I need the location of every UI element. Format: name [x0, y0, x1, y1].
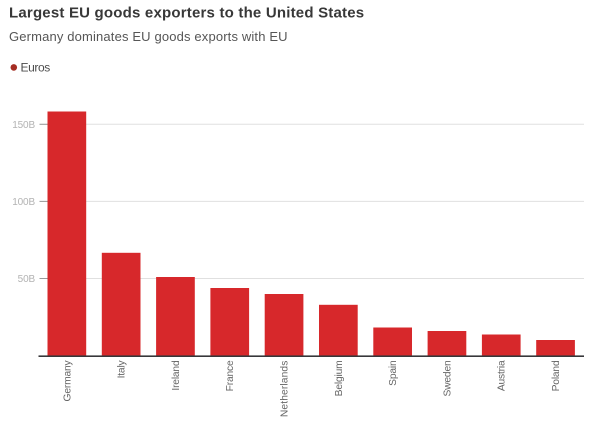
svg-text:Poland: Poland [551, 360, 562, 391]
svg-text:Austria: Austria [497, 360, 508, 391]
svg-text:Belgium: Belgium [334, 361, 345, 397]
svg-text:Netherlands: Netherlands [280, 361, 291, 418]
svg-text:Largest EU goods exporters to: Largest EU goods exporters to the United… [9, 5, 364, 22]
svg-text:150B: 150B [12, 120, 35, 131]
svg-text:Spain: Spain [388, 360, 399, 386]
svg-text:100B: 100B [12, 197, 35, 208]
svg-text:Germany: Germany [62, 359, 73, 401]
svg-text:50B: 50B [18, 274, 36, 285]
svg-text:Germany dominates EU goods exp: Germany dominates EU goods exports with … [9, 29, 288, 44]
svg-text:France: France [225, 360, 236, 391]
svg-text:Ireland: Ireland [171, 360, 182, 391]
svg-text:Italy: Italy [117, 359, 128, 378]
svg-text:Sweden: Sweden [442, 360, 453, 396]
svg-text:Euros: Euros [21, 61, 51, 75]
